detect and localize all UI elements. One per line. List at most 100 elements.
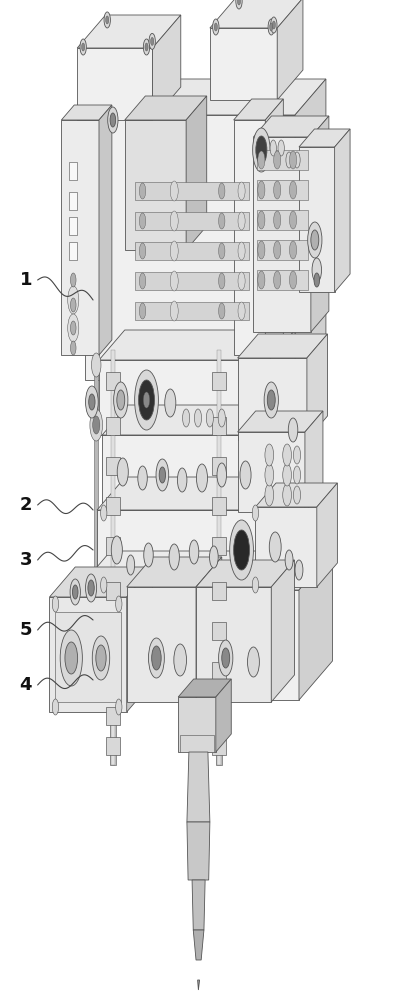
Bar — [111, 350, 115, 765]
Circle shape — [293, 446, 301, 464]
Circle shape — [274, 151, 281, 169]
Text: 1: 1 — [19, 271, 32, 289]
Polygon shape — [265, 99, 283, 355]
Circle shape — [70, 341, 76, 355]
Circle shape — [86, 386, 98, 418]
Circle shape — [238, 182, 245, 200]
Circle shape — [236, 0, 242, 9]
Polygon shape — [238, 411, 323, 432]
Text: 2: 2 — [19, 496, 32, 514]
Circle shape — [289, 151, 297, 169]
Bar — [217, 350, 221, 765]
Circle shape — [289, 211, 297, 229]
Circle shape — [89, 394, 95, 410]
Bar — [212, 372, 226, 390]
Circle shape — [265, 464, 274, 486]
Polygon shape — [210, 28, 277, 100]
Circle shape — [219, 213, 225, 229]
Polygon shape — [299, 129, 350, 147]
Circle shape — [293, 486, 301, 504]
Circle shape — [294, 152, 300, 168]
Polygon shape — [99, 360, 269, 435]
Circle shape — [258, 181, 265, 199]
Circle shape — [139, 213, 146, 229]
Polygon shape — [187, 752, 210, 822]
Circle shape — [274, 271, 281, 289]
Text: 3: 3 — [19, 551, 32, 569]
Circle shape — [70, 321, 76, 335]
Circle shape — [240, 461, 251, 489]
Circle shape — [286, 152, 292, 168]
Bar — [106, 662, 120, 680]
Bar — [106, 417, 120, 435]
Bar — [216, 350, 222, 765]
Circle shape — [258, 241, 265, 259]
Circle shape — [274, 181, 281, 199]
Circle shape — [189, 540, 199, 564]
Circle shape — [143, 392, 150, 408]
Circle shape — [52, 596, 59, 612]
Bar — [106, 707, 120, 725]
Circle shape — [70, 273, 76, 287]
Circle shape — [278, 140, 284, 156]
Circle shape — [91, 353, 101, 377]
Polygon shape — [178, 697, 216, 752]
Circle shape — [96, 645, 106, 671]
Bar — [110, 350, 116, 765]
Circle shape — [214, 23, 217, 31]
Bar — [135, 182, 249, 200]
Circle shape — [219, 303, 225, 319]
Circle shape — [169, 544, 179, 570]
Circle shape — [170, 271, 178, 291]
Polygon shape — [335, 129, 350, 292]
Polygon shape — [238, 358, 307, 440]
Polygon shape — [77, 551, 333, 590]
Circle shape — [295, 560, 303, 580]
Polygon shape — [317, 483, 337, 587]
Bar — [55, 612, 121, 702]
Circle shape — [138, 466, 147, 490]
Polygon shape — [238, 334, 327, 358]
Circle shape — [272, 21, 275, 29]
Circle shape — [311, 230, 319, 250]
Circle shape — [114, 382, 128, 418]
Circle shape — [116, 596, 122, 612]
Polygon shape — [102, 435, 268, 510]
Bar — [257, 180, 308, 200]
Circle shape — [314, 273, 320, 287]
Bar — [106, 622, 120, 640]
Polygon shape — [299, 147, 335, 292]
Polygon shape — [255, 507, 317, 587]
Polygon shape — [216, 679, 231, 752]
Polygon shape — [234, 120, 265, 355]
Polygon shape — [253, 137, 311, 332]
Circle shape — [268, 19, 274, 35]
Circle shape — [110, 113, 116, 127]
Polygon shape — [196, 557, 222, 702]
Polygon shape — [50, 567, 152, 597]
Polygon shape — [187, 822, 210, 880]
Bar — [135, 212, 249, 230]
Circle shape — [72, 585, 78, 599]
Circle shape — [170, 301, 178, 321]
Bar — [257, 150, 308, 170]
Circle shape — [238, 272, 245, 290]
Bar — [106, 497, 120, 515]
Circle shape — [252, 505, 259, 521]
Bar — [212, 417, 226, 435]
Circle shape — [145, 43, 148, 51]
Circle shape — [92, 636, 110, 680]
Circle shape — [285, 550, 293, 570]
Circle shape — [258, 211, 265, 229]
Polygon shape — [192, 880, 205, 930]
Polygon shape — [50, 597, 127, 712]
Circle shape — [274, 241, 281, 259]
Polygon shape — [255, 483, 337, 507]
Polygon shape — [85, 79, 326, 115]
Circle shape — [270, 23, 273, 31]
Bar — [212, 707, 226, 725]
Circle shape — [269, 532, 281, 562]
Polygon shape — [97, 510, 275, 590]
Circle shape — [238, 212, 245, 230]
Circle shape — [80, 39, 86, 55]
